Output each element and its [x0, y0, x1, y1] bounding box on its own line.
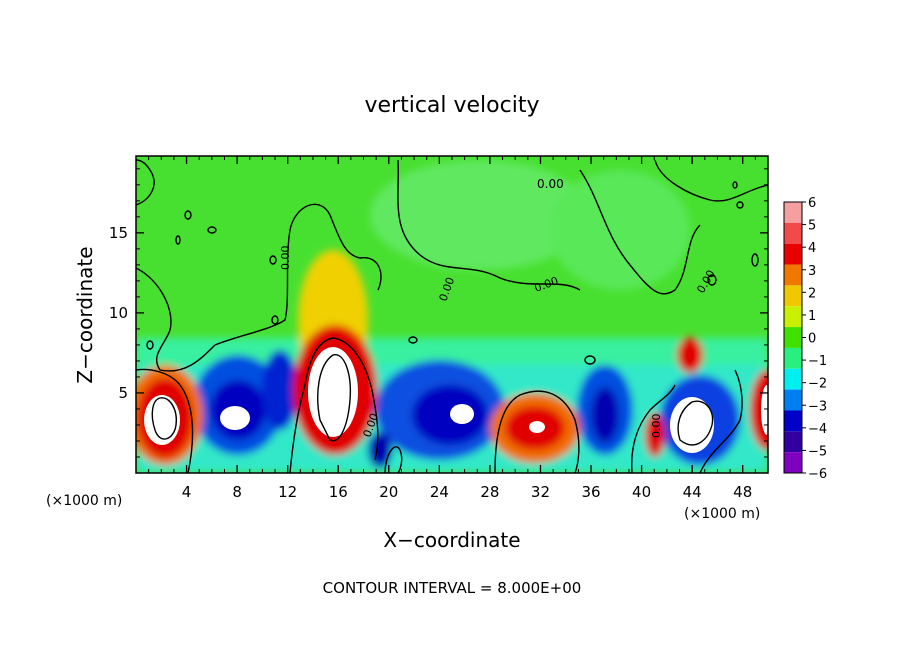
colorbar-swatch: [784, 389, 802, 411]
y-tick-label: 15: [109, 224, 128, 242]
updraft-region: [677, 337, 703, 373]
y-tick-label: 5: [118, 384, 128, 402]
zero-contour: [136, 267, 216, 372]
zero-contour: [271, 315, 279, 325]
zero-contour: [214, 203, 382, 346]
updraft-core: [308, 347, 358, 437]
upper-calm-region: [370, 160, 590, 270]
y-tick-label: 10: [109, 304, 128, 322]
colorbar-label: 6: [808, 196, 816, 211]
upper-calm-region: [550, 170, 690, 290]
colorbar-swatch: [784, 347, 802, 369]
downdraft-core: [220, 406, 250, 430]
updraft-region: [645, 413, 665, 457]
colorbar-label: 0: [808, 332, 816, 347]
contour-label: 0.00: [650, 414, 663, 439]
zero-contour: [184, 210, 192, 220]
colorbar-swatch: [784, 368, 802, 390]
zero-contour: [269, 255, 277, 265]
zero-contour: [397, 159, 581, 291]
contour-label: 0.00: [537, 177, 564, 191]
zero-contour: [579, 169, 701, 295]
x-axis-label: X−coordinate: [383, 528, 520, 552]
zero-contour: [751, 253, 759, 267]
colorbar-swatch: [784, 202, 802, 223]
zero-contour: [136, 368, 194, 473]
colorbar-label: −6: [808, 467, 827, 482]
colorbar-swatch: [784, 243, 802, 265]
x-unit-label: (×1000 m): [684, 506, 760, 522]
x-tick-label: 12: [278, 483, 297, 501]
downdraft-region: [368, 432, 392, 468]
downdraft-region: [591, 387, 619, 443]
colorbar-swatch: [784, 285, 802, 307]
colorbar-swatch: [784, 410, 802, 432]
y-unit-label: (×1000 m): [46, 493, 122, 509]
x-tick-label: 28: [480, 483, 499, 501]
downdraft-core: [450, 404, 474, 424]
y-axis-label: Z−coordinate: [73, 246, 97, 383]
x-tick-label: 48: [733, 483, 752, 501]
colorbar-swatch: [784, 327, 802, 348]
updraft-core: [529, 421, 545, 433]
x-tick-label: 24: [430, 483, 449, 501]
colorbar-swatch: [784, 452, 802, 473]
colorbar-label: 2: [808, 286, 816, 301]
x-axis: 4 8 12 16 20 24 28 32 36 40 44 48: [148, 156, 756, 501]
colorbar-label: −2: [808, 377, 827, 392]
x-tick-label: 16: [329, 483, 348, 501]
colorbar-label: 1: [808, 309, 816, 324]
colorbar-label: −1: [808, 354, 827, 369]
x-tick-label: 32: [531, 483, 550, 501]
zero-contour: [207, 226, 217, 234]
zero-contour: [584, 355, 596, 365]
x-tick-label: 4: [182, 483, 192, 501]
colorbar-swatch: [784, 431, 802, 453]
colorbar-label: −4: [808, 422, 827, 437]
zero-contour: [707, 274, 717, 286]
downdraft-core: [670, 397, 714, 453]
zero-contour: [736, 201, 744, 209]
updraft-core: [144, 395, 180, 445]
x-tick-label: 44: [683, 483, 702, 501]
colorbar-label: 4: [808, 241, 816, 256]
downdraft-region: [262, 350, 298, 430]
zero-contour: [136, 159, 155, 206]
colorbar-swatch: [784, 264, 802, 286]
zero-contour: [677, 400, 714, 446]
field-shading: [136, 160, 768, 473]
contour-label: 0.00: [279, 246, 292, 271]
x-tick-label: 8: [232, 483, 242, 501]
zero-contour: [317, 354, 352, 442]
updraft-core: [761, 385, 768, 435]
zero-contour: [384, 446, 403, 473]
zero-contour: [732, 181, 738, 189]
downdraft-region: [412, 385, 488, 445]
contour-lines: [136, 159, 768, 473]
x-tick-label: 20: [379, 483, 398, 501]
contour-interval-note: CONTOUR INTERVAL = 8.000E+00: [323, 579, 582, 597]
zero-contour: [630, 384, 676, 473]
zero-contour: [699, 369, 743, 473]
zero-contour: [654, 159, 768, 202]
zero-contour: [494, 390, 580, 473]
zero-contour: [408, 336, 418, 344]
chart-title: vertical velocity: [364, 93, 539, 118]
x-tick-label: 36: [581, 483, 600, 501]
colorbar-label: −5: [808, 444, 827, 459]
x-tick-label: 40: [632, 483, 651, 501]
zero-contour: [151, 397, 177, 440]
colorbar-swatch: [784, 306, 802, 328]
zero-contour: [289, 337, 379, 473]
colorbar-label: 5: [808, 219, 816, 234]
colorbar-label: 3: [808, 264, 816, 279]
colorbar-swatch: [784, 222, 802, 244]
zero-contour: [175, 235, 181, 245]
plot-area: 0.00 0.00 0.00 0.00 0.00 0.00 0.00: [135, 155, 769, 474]
colorbar-label: −3: [808, 399, 827, 414]
colorbar: 6 5 4 3 2 1 0 −1 −2 −3 −4 −5 −6: [783, 196, 827, 482]
y-axis: 5 10 15: [109, 168, 768, 458]
zero-contour: [146, 340, 154, 350]
